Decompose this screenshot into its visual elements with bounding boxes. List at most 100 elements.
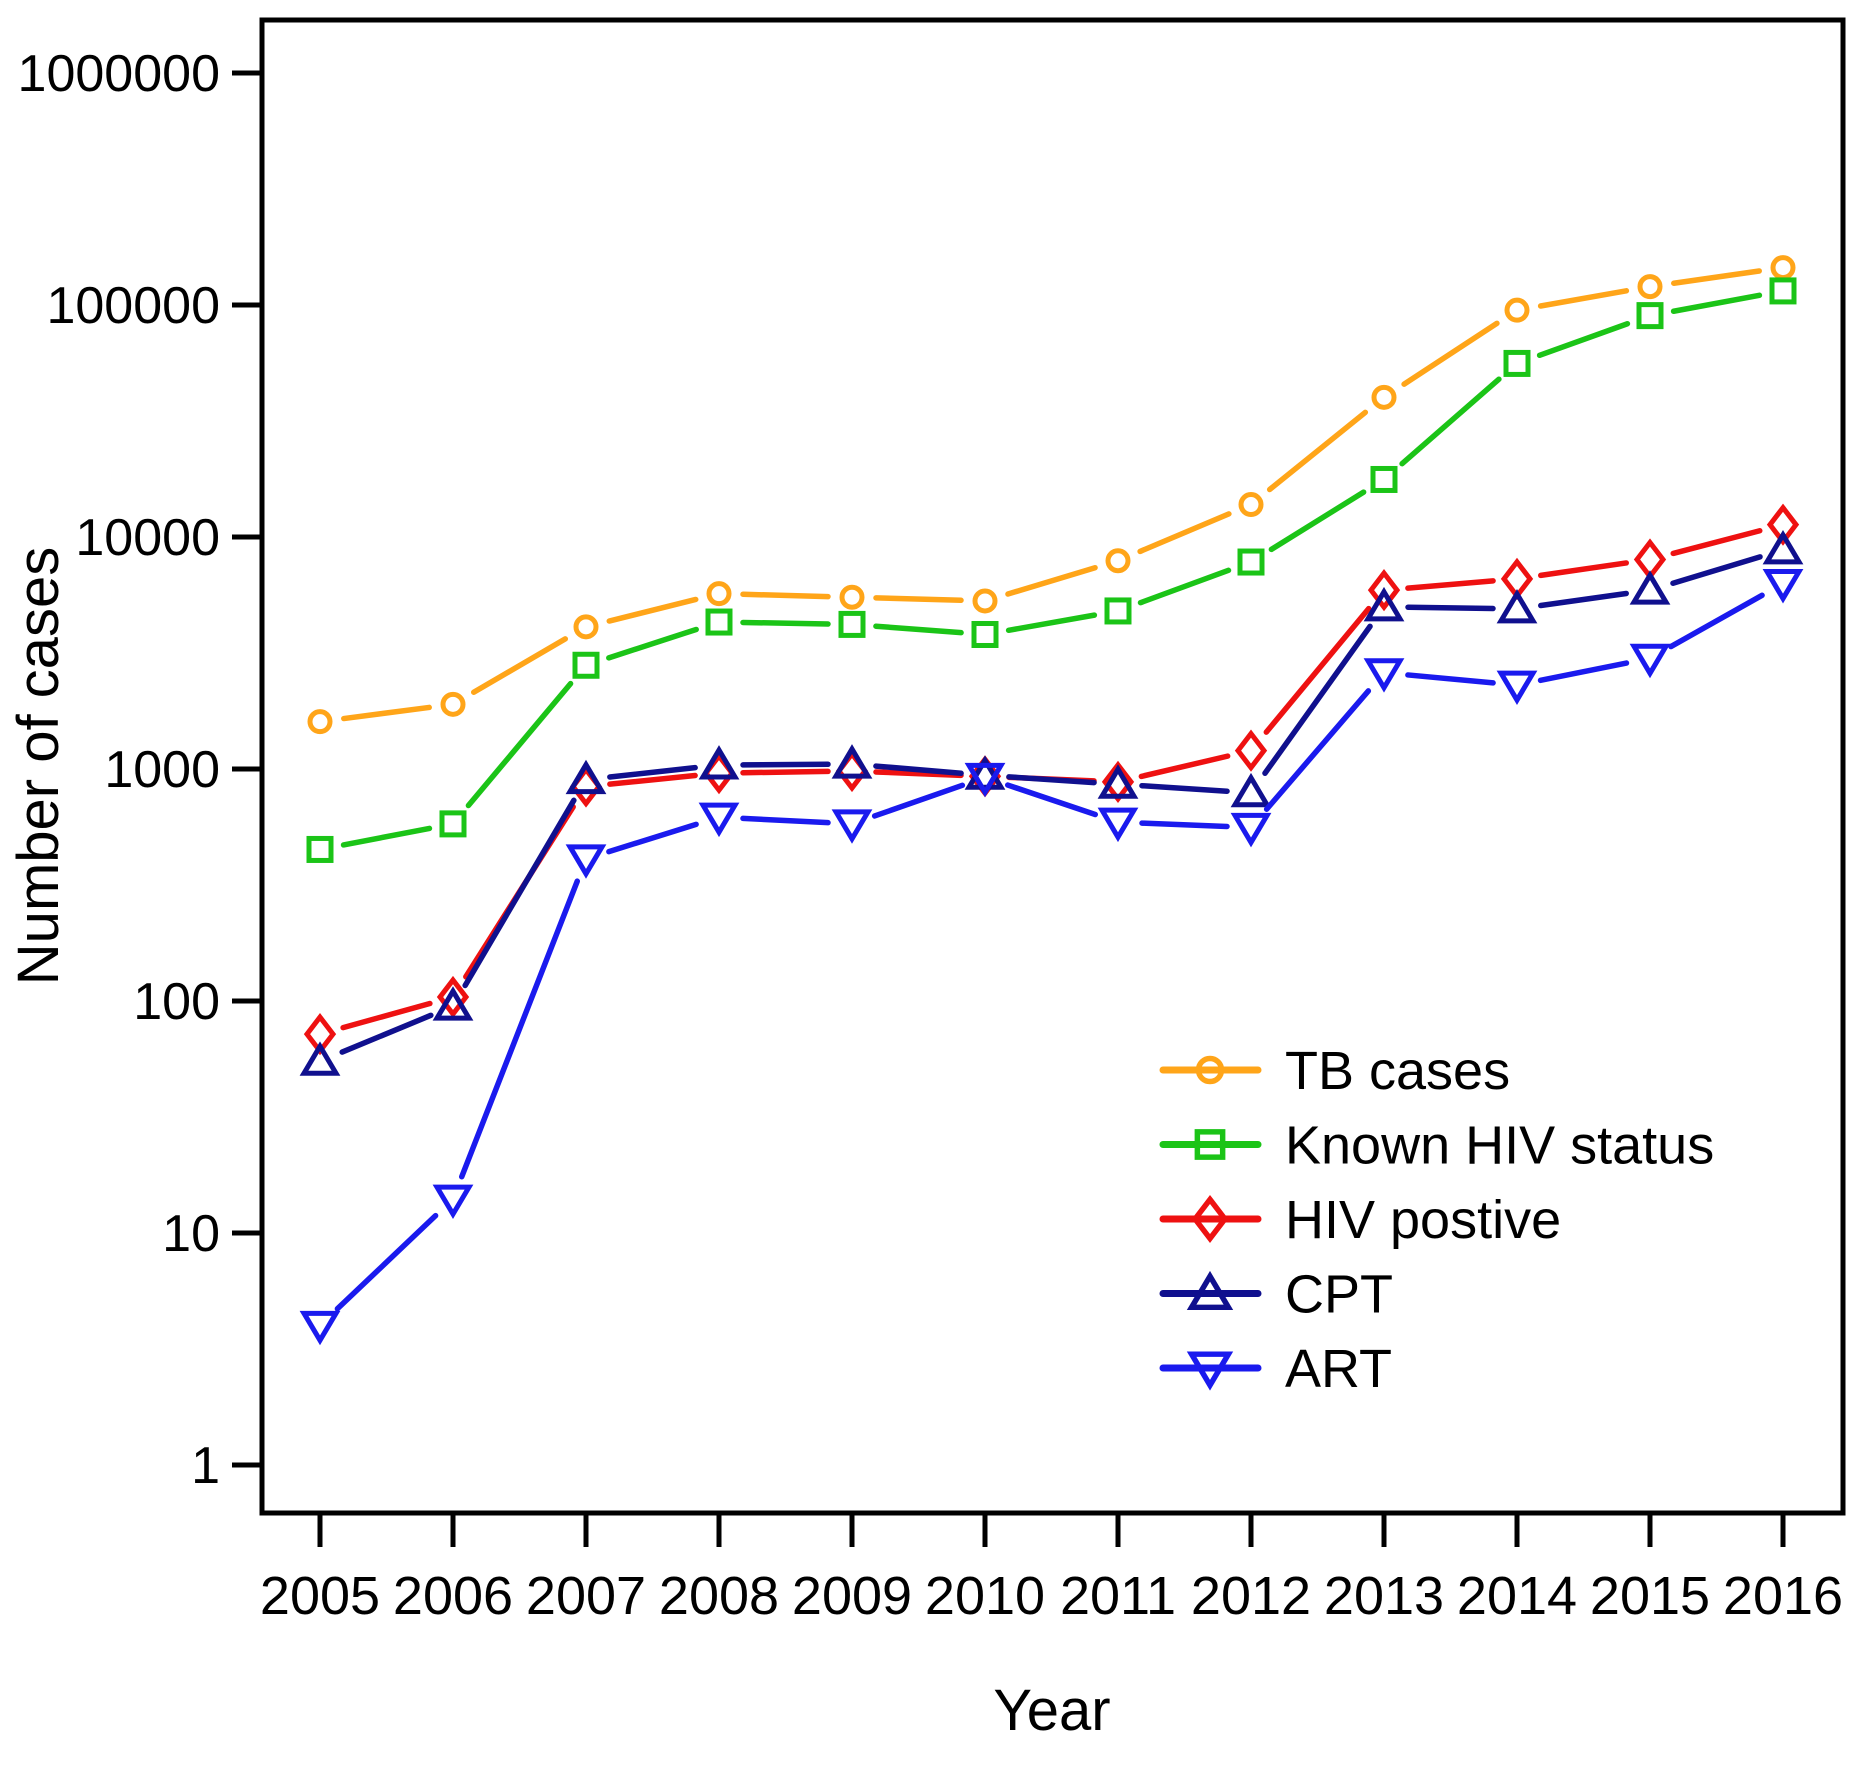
y-axis-title: Number of cases (6, 547, 71, 985)
legend-label: HIV postive (1285, 1190, 1561, 1250)
y-tick-label: 100000 (46, 277, 220, 335)
series-segment (1405, 672, 1496, 686)
data-point-circle (1195, 1055, 1225, 1085)
data-point-triangle-down (698, 802, 740, 838)
data-point-triangle-up (432, 986, 474, 1021)
series-segment (1399, 376, 1502, 467)
x-tick-label: 2016 (1723, 1566, 1843, 1626)
legend-item: TB cases (1159, 1041, 1510, 1101)
data-point-triangle-down (1629, 643, 1671, 679)
series-segment (339, 1012, 434, 1055)
data-point-diamond (1191, 1194, 1229, 1244)
x-tick-label: 2006 (393, 1566, 513, 1626)
x-tick-label: 2012 (1191, 1566, 1311, 1626)
series-segment (1537, 660, 1630, 684)
series-segment (1263, 605, 1372, 735)
series-segment (470, 636, 569, 695)
data-point-square (439, 810, 467, 838)
legend-label: Known HIV status (1285, 1116, 1714, 1176)
data-point-diamond (1766, 503, 1800, 546)
legend-label: TB cases (1285, 1041, 1510, 1101)
series-segment (465, 680, 574, 809)
series-segment (334, 1212, 439, 1312)
x-tick-label: 2011 (1060, 1566, 1176, 1626)
series-segment (1266, 409, 1369, 493)
x-tick-label: 2007 (526, 1566, 646, 1626)
y-tick-label: 1 (191, 1437, 220, 1495)
series-segment (1005, 564, 1098, 597)
y-tick-label: 1000 (104, 741, 220, 799)
series-segment (607, 764, 698, 780)
data-point-square (971, 620, 999, 648)
series-segment (1668, 592, 1765, 650)
series-segment (1536, 320, 1631, 359)
y-axis-ticks: 1 10 100 1000 10000 100000 1000000 (18, 45, 262, 1495)
series-cpt (299, 529, 1804, 1076)
legend-item: HIV postive (1159, 1190, 1561, 1250)
series-segment (1137, 567, 1232, 606)
series-segment (740, 591, 831, 600)
data-point-diamond (1234, 729, 1268, 772)
data-point-triangle-up (1762, 529, 1804, 565)
series-segment (873, 763, 964, 776)
data-point-square (306, 835, 334, 863)
data-point-circle (307, 709, 333, 735)
series-segment (1004, 782, 1099, 818)
data-point-square (1104, 597, 1132, 625)
series-layer (299, 255, 1804, 1346)
data-point-triangle-up (1629, 570, 1671, 605)
series-segment (873, 623, 964, 636)
x-axis-title: Year (993, 1678, 1110, 1743)
series-segment (1671, 268, 1762, 286)
series-segment (462, 797, 577, 989)
data-point-triangle-down (565, 844, 607, 879)
data-point-triangle-up (964, 755, 1006, 790)
data-point-triangle-up (1230, 772, 1272, 808)
series-segment (873, 595, 964, 604)
data-point-triangle-up (831, 744, 873, 779)
data-point-square (838, 610, 866, 638)
series-segment (606, 626, 699, 661)
legend-item: Known HIV status (1159, 1116, 1714, 1176)
data-point-triangle-down (964, 762, 1006, 798)
series-segment (1401, 320, 1500, 387)
legend-label: CPT (1285, 1265, 1393, 1325)
x-tick-label: 2008 (659, 1566, 779, 1626)
data-point-circle (839, 584, 865, 610)
series-segment (1262, 623, 1373, 776)
series-segment (606, 821, 699, 855)
data-point-triangle-down (1496, 670, 1538, 705)
series-segment (871, 782, 966, 819)
data-point-triangle-down (1230, 812, 1272, 848)
data-point-diamond (1101, 760, 1135, 803)
x-tick-label: 2015 (1590, 1566, 1710, 1626)
data-point-triangle-down (1762, 569, 1804, 604)
legend-item: ART (1159, 1339, 1392, 1399)
data-point-diamond (1367, 569, 1401, 612)
series-tb-cases (307, 255, 1796, 735)
data-point-square (1503, 349, 1531, 377)
series-segment (1537, 288, 1630, 309)
series-segment (740, 619, 831, 627)
series-segment (740, 761, 831, 768)
data-point-square (1636, 302, 1664, 330)
data-point-triangle-up (1496, 588, 1538, 624)
series-segment (1006, 774, 1097, 786)
series-segment (1137, 511, 1232, 555)
series-segment (1538, 590, 1629, 609)
legend-item: CPT (1159, 1265, 1393, 1325)
data-point-square (1194, 1129, 1226, 1160)
data-point-square (705, 608, 733, 636)
series-segment (606, 596, 699, 624)
x-tick-label: 2013 (1324, 1566, 1444, 1626)
series-segment (1670, 528, 1763, 557)
y-tick-label: 10 (162, 1205, 220, 1263)
data-point-circle (440, 691, 466, 717)
data-point-triangle-up (299, 1041, 341, 1076)
data-point-circle (1105, 548, 1131, 574)
y-tick-label: 100 (133, 973, 220, 1031)
data-point-triangle-down (831, 809, 873, 844)
series-segment (873, 769, 964, 779)
data-point-circle (1504, 297, 1530, 323)
y-tick-label: 1000000 (18, 45, 220, 103)
